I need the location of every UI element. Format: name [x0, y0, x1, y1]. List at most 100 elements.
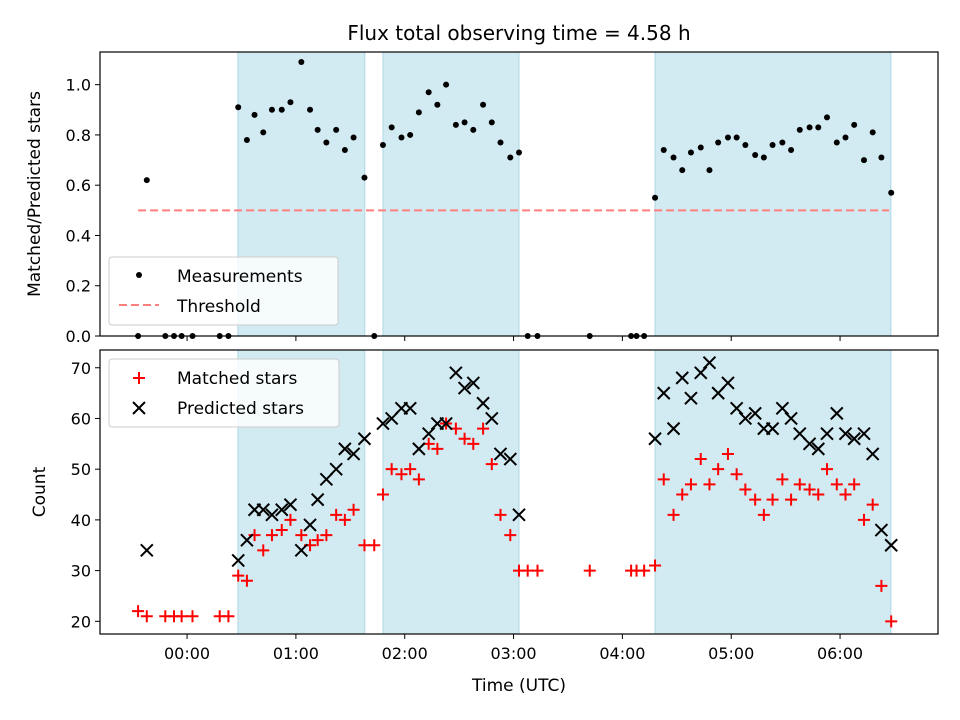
measurement-point [860, 157, 867, 164]
count-y-axis-label: Count [30, 466, 50, 517]
predicted-star-point [457, 381, 472, 395]
x-tick-label: 01:00 [273, 644, 319, 663]
predicted-star-point [748, 406, 762, 421]
measurement-point [742, 141, 749, 148]
measurement-point [143, 177, 150, 184]
ratio-legend-box [108, 256, 339, 326]
measurement-point [796, 126, 803, 133]
measurement-point [724, 134, 731, 141]
count-legend-box [108, 358, 340, 428]
predicted-star-point [357, 432, 372, 446]
measurement-point [869, 129, 876, 136]
matched-star-point [330, 508, 343, 521]
predicted-star-point [657, 386, 671, 400]
matched-star-point [467, 437, 480, 450]
matched-star-point [803, 483, 816, 496]
matched-star-point [885, 615, 898, 628]
y-tick-label: 30 [71, 562, 91, 581]
predicted-star-point [857, 426, 871, 441]
matched-star-point [703, 478, 716, 491]
legend-marker-matched [133, 372, 145, 384]
matched-star-point [730, 468, 743, 481]
matched-star-point [477, 422, 490, 435]
predicted-star-point [503, 452, 518, 466]
ratio-panel-frame [99, 51, 939, 337]
measurement-point [806, 124, 813, 131]
predicted-star-point [684, 391, 698, 405]
y-tick-label: 20 [71, 612, 91, 631]
count-points [132, 355, 898, 628]
y-tick-label: 70 [71, 359, 91, 378]
measurement-point [341, 147, 348, 154]
matched-star-point [347, 503, 360, 516]
predicted-star-point [485, 411, 499, 426]
y-tick-label: 0.2 [66, 277, 91, 296]
y-tick-label: 60 [71, 409, 91, 428]
predicted-star-point [648, 432, 662, 446]
matched-star-point [676, 488, 689, 501]
predicted-star-point [884, 538, 898, 552]
matched-star-point [667, 508, 680, 521]
predicted-star-point [738, 411, 753, 426]
predicted-star-point [694, 366, 708, 380]
matched-star-point [485, 458, 498, 471]
measurement-point [268, 106, 275, 113]
matched-star-point [248, 529, 261, 542]
matched-star-point [684, 478, 697, 491]
measurement-point [388, 124, 395, 131]
matched-star-point [132, 605, 145, 618]
x-tick-label: 02:00 [382, 644, 428, 663]
legend-marker-measurements [136, 272, 142, 278]
measurement-point [461, 119, 468, 126]
matched-star-point [766, 493, 779, 506]
predicted-star-point [231, 553, 245, 568]
predicted-star-point [874, 523, 889, 537]
matched-star-point [739, 483, 752, 496]
shaded-interval [382, 349, 520, 635]
matched-star-point [757, 508, 770, 521]
matched-star-point [175, 610, 188, 623]
y-tick-label: 1.0 [66, 76, 91, 95]
measurement-point [706, 167, 713, 174]
predicted-star-point [403, 401, 417, 416]
matched-star-point [311, 534, 324, 547]
matched-star-point [657, 473, 670, 486]
ratio-panel: 0.0 0.2 0.4 0.6 0.8 1.0 Matched/Predicted sta… [25, 51, 939, 346]
predicted-star-point [493, 447, 508, 461]
matched-star-point [866, 498, 879, 511]
measurement-point [470, 126, 477, 133]
predicted-star-point [412, 442, 426, 456]
predicted-star-point [802, 437, 817, 451]
predicted-star-point [865, 447, 880, 461]
legend-label-threshold: Threshold [176, 297, 261, 317]
predicted-star-point [476, 396, 490, 410]
measurement-point [480, 101, 487, 108]
measurement-point [652, 194, 659, 201]
matched-star-point [793, 478, 806, 491]
ratio-y-axis-label: Matched/Predicted stars [25, 91, 45, 297]
y-tick-label: 0.0 [66, 327, 91, 346]
matched-star-point [694, 453, 707, 466]
predicted-star-point [294, 543, 309, 558]
matched-star-point [504, 529, 517, 542]
matched-star-point [458, 432, 471, 445]
legend-label-predicted: Predicted stars [177, 399, 304, 419]
x-tick-label: 00:00 [164, 644, 210, 663]
measurement-point [516, 149, 522, 156]
matched-star-point [295, 529, 308, 542]
measurement-point [251, 111, 258, 118]
matched-star-point [531, 564, 544, 577]
y-tick-label: 0.4 [66, 226, 91, 245]
measurement-point [679, 167, 686, 174]
measurement-point [842, 134, 849, 141]
matched-star-point [776, 473, 789, 486]
measurement-point [779, 139, 786, 146]
measurement-point [488, 119, 495, 126]
matched-star-point [395, 468, 408, 481]
measurement-point [715, 139, 722, 146]
matched-star-point [712, 463, 725, 476]
matched-star-point [222, 610, 235, 623]
measurement-point [443, 81, 450, 88]
matched-star-point [385, 463, 398, 476]
measurement-point [243, 136, 250, 143]
